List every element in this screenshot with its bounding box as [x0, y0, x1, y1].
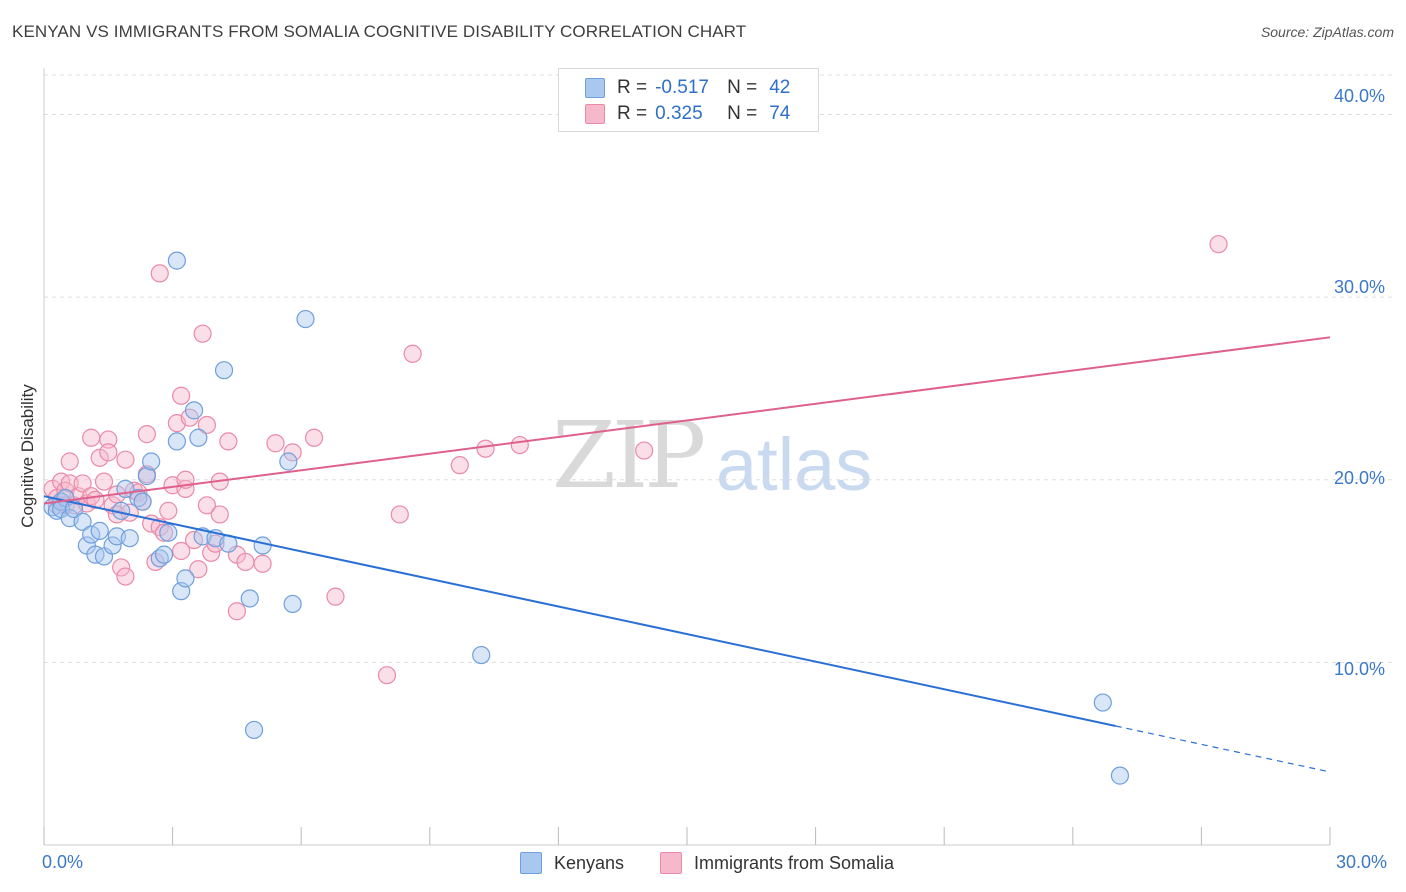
kenyans-point	[214, 361, 234, 380]
y-tick-label-40: 40.0%	[1334, 86, 1386, 106]
kenyans-point	[159, 523, 178, 542]
watermark-atlas: atlas	[716, 423, 873, 506]
kenyans-point	[1093, 693, 1112, 712]
somalia-point	[159, 501, 178, 520]
somalia-point	[154, 523, 174, 542]
somalia-point	[283, 443, 302, 462]
somalia-point	[116, 567, 135, 586]
legend-r-label: R =	[617, 103, 648, 124]
legend-item-somalia: Immigrants from Somalia	[660, 852, 894, 874]
somalia-point	[510, 435, 529, 455]
somalia-point	[219, 432, 238, 451]
kenyans-point	[142, 452, 161, 471]
legend-swatch-blue	[585, 78, 605, 98]
kenyans-point	[73, 512, 92, 531]
kenyans-point	[90, 521, 109, 540]
kenyans-point	[137, 467, 156, 486]
chart-title: KENYAN VS IMMIGRANTS FROM SOMALIA COGNIT…	[12, 22, 747, 41]
kenyans-point	[296, 309, 315, 329]
kenyans-point	[120, 529, 139, 548]
legend-r-label: R =	[617, 77, 648, 98]
somalia-point	[60, 452, 79, 471]
somalia-point	[476, 439, 495, 458]
somalia-point	[82, 428, 101, 447]
somalia-point	[390, 505, 409, 524]
somalia-point	[197, 496, 216, 515]
somalia-point	[1209, 235, 1228, 254]
somalia-point	[210, 505, 229, 524]
kenyans-point	[184, 401, 204, 420]
somalia-point	[635, 441, 654, 460]
legend-n-label: N =	[727, 103, 758, 124]
somalia-point	[172, 541, 191, 561]
y-tick-label-30: 30.0%	[1334, 277, 1386, 297]
legend-n-value: 74	[769, 103, 791, 124]
somalia-point	[150, 264, 169, 283]
somalia-point	[377, 666, 397, 685]
somalia-point	[112, 558, 131, 577]
kenyans-trendline-extension	[1115, 725, 1331, 773]
correlation-legend: R = -0.517 N = 42 R = 0.325 N = 74	[558, 68, 819, 132]
somalia-point	[326, 587, 345, 606]
watermark-zip: ZIP	[552, 402, 706, 509]
kenyans-point	[244, 720, 264, 740]
somalia-point	[253, 554, 272, 573]
legend-n-label: N =	[727, 77, 758, 98]
kenyans-point	[103, 536, 122, 555]
kenyans-point	[167, 432, 186, 451]
legend-r-value: 0.325	[655, 103, 703, 124]
kenyans-point	[189, 428, 208, 447]
somalia-point	[202, 543, 221, 562]
somalia-point	[227, 602, 246, 621]
somalia-point	[450, 456, 469, 475]
y-tick-label-10: 10.0%	[1334, 659, 1386, 679]
legend-swatch-pink	[660, 852, 682, 874]
x-tick-label-0: 0.0%	[42, 852, 84, 872]
somalia-point	[236, 552, 255, 572]
kenyans-point	[240, 589, 259, 608]
y-axis-title: Cognitive Disability	[18, 384, 37, 528]
somalia-trendline	[43, 336, 1331, 505]
kenyans-point	[1110, 766, 1130, 785]
somalia-point	[99, 430, 118, 449]
somalia-point	[137, 425, 156, 444]
somalia-point	[99, 443, 118, 462]
legend-label-somalia: Immigrants from Somalia	[694, 852, 895, 873]
somalia-point	[116, 450, 135, 469]
somalia-point	[266, 434, 285, 453]
legend-item-kenyans: Kenyans	[520, 852, 624, 874]
somalia-point	[304, 428, 324, 447]
somalia-point	[193, 324, 212, 343]
somalia-point	[197, 415, 216, 435]
legend-r-value: -0.517	[655, 77, 709, 98]
x-tick-label-30: 30.0%	[1336, 852, 1388, 872]
kenyans-point	[472, 645, 491, 665]
kenyans-point	[176, 569, 195, 588]
somalia-point	[60, 474, 79, 493]
legend-row-somalia: R = 0.325 N = 74	[585, 102, 790, 126]
somalia-point	[403, 344, 422, 363]
somalia-point	[94, 472, 114, 491]
legend-swatch-blue	[520, 852, 542, 874]
kenyans-point	[283, 594, 302, 614]
source-label: Source: ZipAtlas.com	[1260, 24, 1394, 40]
kenyans-point	[253, 536, 272, 555]
legend-row-kenyans: R = -0.517 N = 42	[585, 76, 790, 100]
somalia-point	[189, 560, 208, 579]
legend-label-kenyans: Kenyans	[554, 852, 625, 873]
y-tick-label-20: 20.0%	[1334, 468, 1386, 488]
legend-n-value: 42	[769, 77, 791, 98]
kenyans-point	[154, 545, 174, 564]
kenyans-point	[279, 452, 298, 471]
legend-swatch-pink	[585, 104, 605, 124]
kenyans-point	[133, 492, 152, 511]
kenyans-point	[167, 251, 186, 270]
kenyans-trendline	[43, 495, 1116, 727]
somalia-point	[172, 386, 191, 405]
somalia-point	[73, 474, 92, 493]
